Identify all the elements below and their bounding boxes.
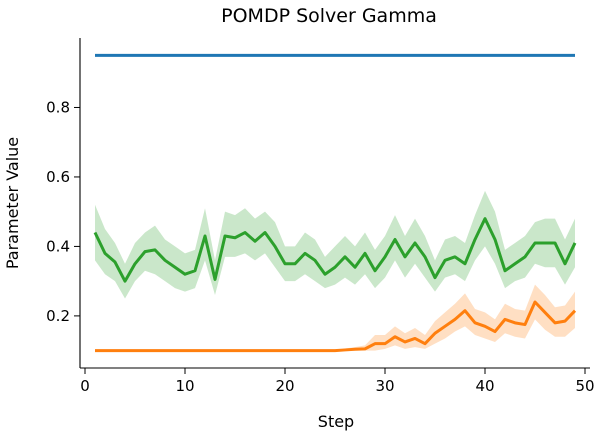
x-axis-label: Step	[318, 412, 354, 431]
series-1-band	[95, 190, 575, 299]
axes	[79, 38, 590, 369]
x-tick-label: 10	[175, 377, 194, 395]
y-tick-label: 0.2	[46, 307, 70, 325]
y-ticks: 0.2 0.4 0.6 0.8	[46, 98, 80, 325]
series-2-band	[95, 284, 575, 351]
x-tick-label: 40	[475, 377, 494, 395]
series-1-line	[93, 217, 577, 283]
y-axis-label: Parameter Value	[3, 137, 22, 269]
x-tick-label: 20	[275, 377, 294, 395]
y-tick-label: 0.6	[46, 168, 70, 186]
x-tick-label: 30	[375, 377, 394, 395]
x-tick-label: 50	[575, 377, 594, 395]
confidence-bands	[95, 190, 575, 351]
y-tick-label: 0.4	[46, 237, 70, 255]
series-lines	[93, 53, 577, 353]
x-ticks: 0 10 20 30 40 50	[80, 368, 595, 395]
chart-title: POMDP Solver Gamma	[221, 5, 437, 27]
y-tick-label: 0.8	[46, 98, 70, 116]
series-2-line	[95, 300, 577, 353]
x-tick-label: 0	[80, 377, 90, 395]
